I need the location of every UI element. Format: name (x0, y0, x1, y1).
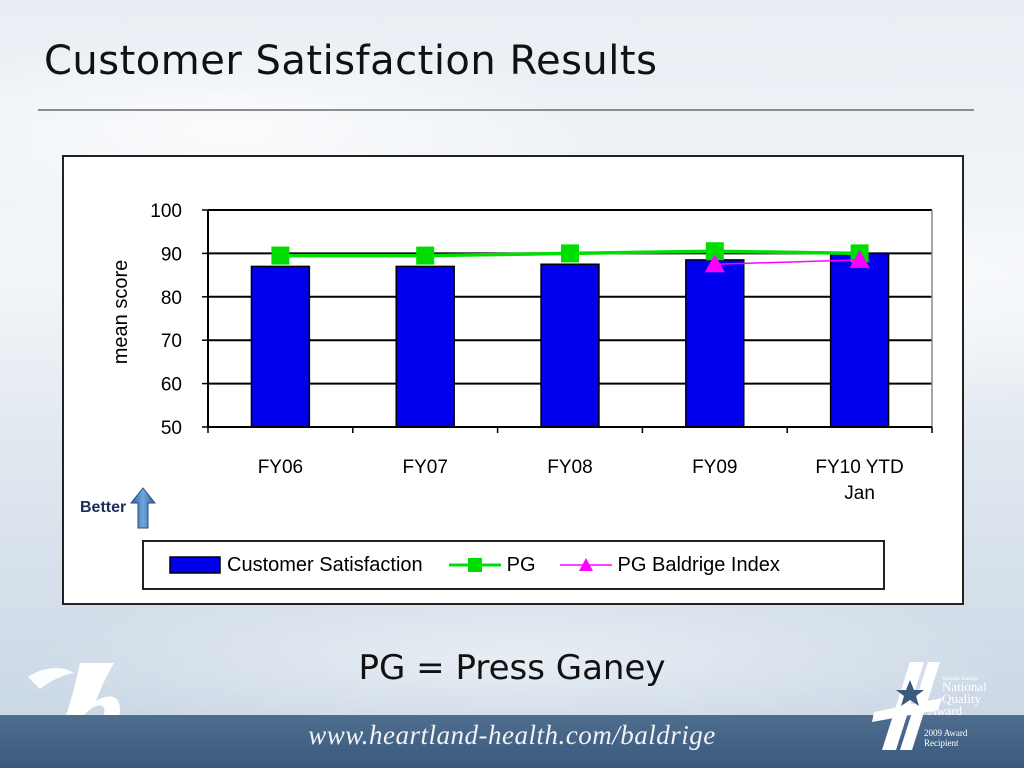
y-tick-label: 70 (161, 331, 182, 352)
legend-pg-swatch (448, 558, 501, 572)
footnote: PG = Press Ganey (358, 648, 666, 688)
chart-legend: Customer Satisfaction PG PG Baldrige Ind… (142, 540, 885, 590)
point-triangle-marker (704, 254, 725, 273)
chart-container: 50 60 70 80 90 100 FY06 FY07 FY08 FY09 FY10 YTD Jan… (62, 155, 964, 605)
bar (685, 259, 745, 428)
y-tick-label: 50 (161, 418, 182, 439)
legend-item-customer-satisfaction: Customer Satisfaction (169, 554, 423, 577)
bar (250, 265, 311, 428)
bar (540, 263, 600, 428)
series-lines (271, 242, 870, 273)
slide-title: Customer Satisfaction Results (44, 38, 658, 84)
x-tick-label: FY09 (692, 457, 737, 478)
point-square-marker (561, 244, 579, 263)
bar (395, 265, 455, 428)
point-square-marker (705, 242, 724, 261)
better-label: Better (80, 499, 127, 516)
series-pg-baldrige-index (704, 249, 870, 273)
better-indicator: Better (80, 487, 157, 529)
award-text-2: National (942, 679, 987, 694)
award-text-4: Award (928, 703, 963, 718)
legend-baldrige-swatch (559, 558, 612, 571)
x-tick-label: FY07 (402, 457, 447, 478)
point-square-marker (271, 246, 290, 265)
baldrige-award-logo: Malcolm Baldrige National Quality Award … (872, 662, 987, 750)
y-tick-label: 90 (161, 244, 182, 265)
point-triangle-marker (849, 249, 870, 268)
award-text-6: Recipient (924, 738, 959, 748)
y-tick-label: 100 (150, 201, 182, 222)
tick-labels: 50 60 70 80 90 100 FY06 FY07 FY08 FY09 FY10 YTD Jan (150, 201, 903, 504)
y-tick-label: 60 (161, 375, 182, 396)
legend-label: PG (506, 553, 536, 576)
x-tick-label: FY06 (258, 457, 303, 478)
award-text-3: Quality (942, 691, 981, 706)
chart-svg: 50 60 70 80 90 100 FY06 FY07 FY08 FY09 FY10 YTD Jan… (110, 201, 933, 504)
legend-label: Customer Satisfaction (227, 553, 423, 576)
y-tick-label: 80 (161, 288, 182, 309)
y-axis-label: mean score (110, 260, 132, 365)
legend-bar-swatch (169, 556, 221, 574)
arrow-up-icon (130, 487, 157, 529)
series-pg (271, 242, 869, 265)
footer-url: www.heartland-health.com/baldrige (308, 720, 716, 750)
award-text-1: Malcolm Baldrige (942, 677, 979, 682)
point-square-marker (416, 246, 435, 265)
x-tick-label: Jan (844, 483, 875, 504)
legend-label: PG Baldrige Index (617, 553, 780, 576)
series-line (714, 259, 860, 265)
x-tick-label: FY10 YTD (815, 457, 903, 478)
title-divider (38, 109, 974, 111)
legend-item-pg-baldrige-index: PG Baldrige Index (559, 553, 780, 577)
legend-item-pg: PG (448, 553, 536, 577)
award-text-5: 2009 Award (924, 728, 968, 738)
axes (202, 209, 933, 433)
bar (829, 252, 890, 428)
footer-band (0, 715, 1024, 768)
bars (250, 252, 890, 428)
x-tick-label: FY08 (547, 457, 592, 478)
